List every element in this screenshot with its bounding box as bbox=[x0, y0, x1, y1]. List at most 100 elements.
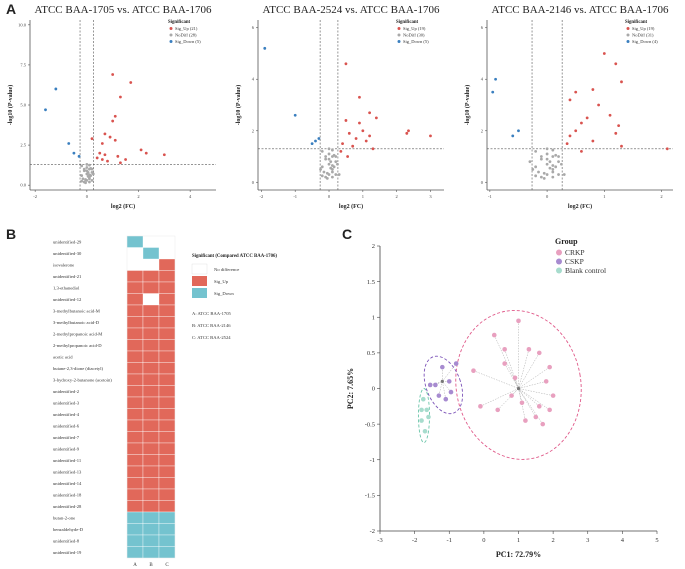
legend-blank-control: Blank control bbox=[565, 266, 606, 275]
x-tick-label: -2 bbox=[260, 194, 264, 199]
heatmap-cell-A-up bbox=[126, 396, 144, 409]
heatmap-cell-A-up bbox=[126, 304, 144, 317]
crkp-spoke bbox=[497, 388, 519, 411]
heatmap-cell-A-up bbox=[126, 488, 144, 501]
legend-crkp: CRKP bbox=[565, 248, 585, 257]
heatmap-cell-C-none bbox=[159, 236, 175, 248]
heatmap-cell-C-up bbox=[158, 293, 176, 306]
point-up bbox=[405, 131, 409, 135]
point-up bbox=[111, 73, 115, 76]
heatmap-cell-A-up bbox=[126, 373, 144, 386]
heatmap-cell-B-up bbox=[142, 270, 160, 283]
point-up bbox=[346, 155, 350, 158]
point-up bbox=[368, 134, 371, 138]
pca-y-tick-label: 0.5 bbox=[367, 350, 375, 357]
pca-y-tick-label: 0 bbox=[372, 386, 375, 393]
heatmap-cell-B-down bbox=[142, 534, 160, 547]
point-up bbox=[95, 156, 99, 160]
pca-y-tick-label: -0.5 bbox=[365, 421, 375, 428]
point-nodiff bbox=[327, 162, 331, 166]
crkp-ellipse bbox=[455, 310, 582, 460]
heatmap-row-label: unidentified-12 bbox=[53, 297, 82, 302]
point-up bbox=[620, 144, 623, 148]
heatmap-row-label: 2-methylpropanoic acid-M bbox=[53, 331, 102, 336]
crkp-spoke bbox=[504, 349, 519, 389]
y-tick-label: 2.5 bbox=[20, 143, 26, 148]
point-nodiff bbox=[331, 170, 334, 174]
point-nodiff bbox=[88, 177, 91, 181]
y-axis-label: -log10 (P-value) bbox=[7, 85, 14, 126]
cskp-centroid bbox=[440, 379, 444, 383]
heatmap-cell-C-up bbox=[158, 316, 176, 329]
legend-sig-up: Sig_Up (19) bbox=[403, 26, 426, 31]
heatmap-cell-A-down bbox=[126, 534, 144, 547]
point-nodiff bbox=[329, 166, 333, 170]
pca-point-cskp bbox=[448, 389, 454, 395]
heatmap-cell-C-up bbox=[158, 477, 176, 490]
heatmap-cell-B-down bbox=[142, 546, 160, 559]
pca-point-cskp bbox=[443, 396, 449, 402]
pca-x-tick-label: 1 bbox=[517, 537, 520, 544]
legend-nodiff: NoDiff (30) bbox=[403, 33, 425, 38]
crkp-centroid bbox=[516, 386, 521, 391]
point-up bbox=[617, 124, 621, 128]
heatmap-cell-A-up bbox=[126, 327, 144, 340]
heatmap-cell-B-none bbox=[143, 293, 159, 305]
point-nodiff bbox=[557, 155, 560, 158]
panel-letter-a: A bbox=[6, 1, 17, 17]
heatmap-cell-B-none bbox=[143, 259, 159, 271]
point-up bbox=[347, 131, 351, 135]
point-up bbox=[620, 80, 623, 84]
x-tick-label: 4 bbox=[189, 194, 192, 199]
point-nodiff bbox=[551, 164, 555, 167]
point-up bbox=[591, 139, 595, 143]
crkp-spoke bbox=[518, 349, 530, 389]
point-up bbox=[665, 147, 669, 151]
heatmap-cell-B-up bbox=[142, 396, 160, 409]
y-tick-label: 5.0 bbox=[20, 103, 26, 108]
crkp-spoke bbox=[518, 388, 550, 411]
point-up bbox=[602, 52, 606, 55]
y-tick-label: 0 bbox=[481, 180, 484, 185]
point-nodiff bbox=[539, 175, 543, 179]
point-nodiff bbox=[325, 177, 329, 180]
point-nodiff bbox=[528, 160, 532, 164]
pca-point-crkp bbox=[533, 414, 539, 420]
heatmap-cell-B-up bbox=[142, 339, 160, 352]
point-nodiff bbox=[334, 173, 338, 176]
pca-point-crkp bbox=[519, 400, 525, 406]
y-axis-label: -log10 (P-value) bbox=[235, 85, 242, 126]
legend-nodiff-marker bbox=[626, 33, 630, 37]
point-up bbox=[344, 119, 348, 122]
point-nodiff bbox=[548, 160, 552, 164]
point-nodiff bbox=[537, 170, 540, 174]
heatmap-cell-C-up bbox=[158, 327, 176, 340]
y-tick-label: 0.0 bbox=[20, 183, 26, 188]
pca-point-crkp bbox=[547, 407, 552, 413]
point-down bbox=[72, 151, 76, 155]
heatmap-cell-B-none bbox=[143, 236, 159, 248]
point-nodiff bbox=[84, 178, 87, 181]
point-down bbox=[54, 87, 58, 91]
point-nodiff bbox=[88, 163, 91, 167]
point-down bbox=[314, 139, 317, 143]
cskp-ellipse bbox=[423, 355, 464, 415]
point-nodiff bbox=[85, 162, 89, 166]
point-up bbox=[364, 139, 368, 143]
heatmap-frame bbox=[126, 235, 176, 559]
heatmap-row-label: unidentified-2 bbox=[53, 389, 80, 394]
point-nodiff bbox=[320, 149, 324, 153]
point-up bbox=[124, 158, 127, 161]
point-up bbox=[597, 103, 600, 107]
point-up bbox=[98, 151, 102, 155]
heatmap-cell-C-up bbox=[158, 454, 176, 467]
heatmap-row-label: unidentified-3 bbox=[53, 400, 80, 405]
heatmap-row-label: unidentified-6 bbox=[53, 423, 80, 428]
point-nodiff bbox=[324, 157, 328, 161]
point-nodiff bbox=[337, 173, 341, 176]
point-nodiff bbox=[334, 155, 338, 158]
heatmap-row-label: 3-methylbutanoic acid-D bbox=[53, 320, 100, 325]
heatmap-cell-B-up bbox=[142, 316, 160, 329]
point-nodiff bbox=[542, 171, 546, 175]
heatmap-row-label: acetic acid bbox=[53, 354, 73, 359]
